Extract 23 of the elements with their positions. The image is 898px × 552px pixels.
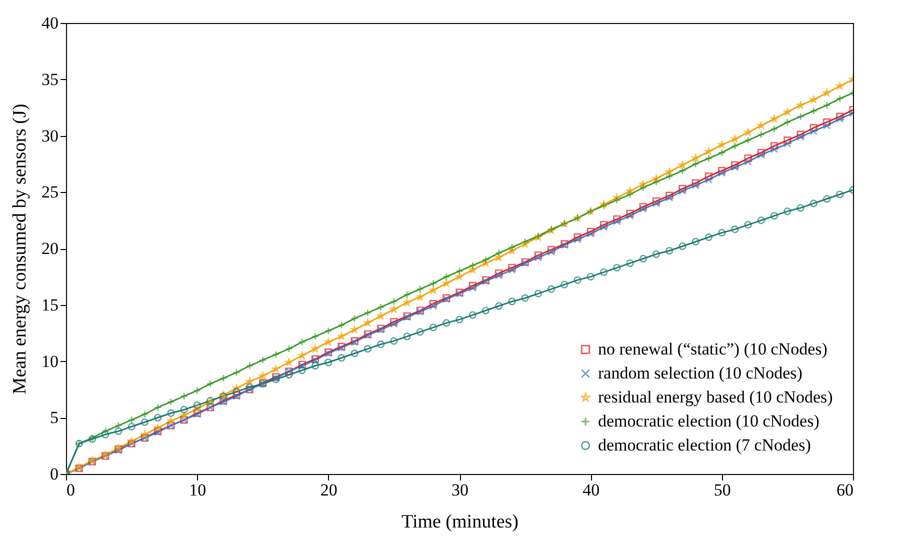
y-tick-label: 30	[42, 126, 58, 146]
legend-label: no renewal (“static”) (10 cNodes)	[598, 340, 828, 358]
x-tick-label: 30	[452, 480, 468, 500]
x-tick-label: 20	[320, 480, 338, 500]
y-tick-label: 10	[42, 352, 58, 371]
legend-label: democratic election (7 cNodes)	[598, 436, 811, 454]
x-tick-label: 50	[714, 480, 731, 500]
legend-label: residual energy based (10 cNodes)	[598, 388, 833, 406]
x-axis-title: Time (minutes)	[402, 512, 518, 532]
y-tick-label: 25	[42, 182, 58, 202]
x-tick-label: 60	[836, 480, 854, 500]
x-tick-label: 0	[66, 480, 75, 500]
y-tick-label: 15	[42, 295, 58, 314]
y-tick-label: 20	[42, 239, 58, 258]
x-tick-label: 10	[189, 480, 206, 500]
legend-label: random selection (10 cNodes)	[598, 364, 802, 382]
y-tick-label: 40	[42, 14, 58, 32]
y-tick-label: 35	[42, 70, 58, 89]
y-axis-title: Mean energy consumed by sensors (J)	[10, 104, 30, 394]
x-tick-label: 40	[582, 480, 600, 500]
y-tick-label: 5	[50, 408, 58, 428]
legend-label: democratic election (10 cNodes)	[598, 412, 820, 430]
y-tick-label: 0	[50, 464, 58, 484]
